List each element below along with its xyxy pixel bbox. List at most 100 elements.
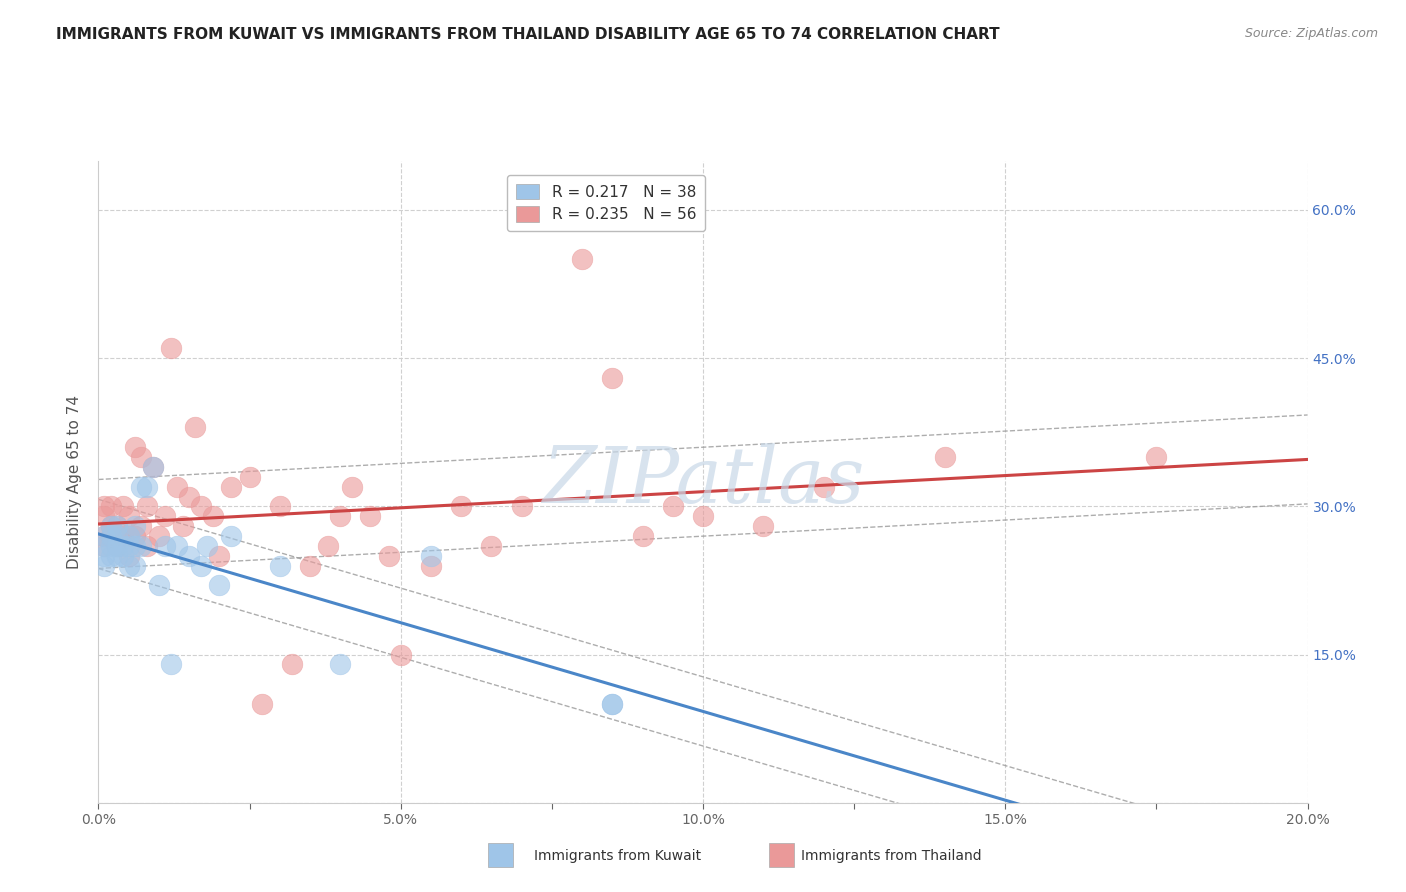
Point: [129, 450, 152, 464]
Point: [813, 480, 835, 494]
Point: [129, 519, 152, 533]
Point: [118, 558, 141, 573]
Point: [105, 539, 128, 553]
Point: [329, 657, 352, 672]
Point: [342, 480, 364, 494]
Point: [105, 519, 128, 533]
Point: [752, 519, 775, 533]
Point: [934, 450, 956, 464]
Legend: R = 0.217   N = 38, R = 0.235   N = 56: R = 0.217 N = 38, R = 0.235 N = 56: [508, 175, 706, 231]
Text: Immigrants from Kuwait: Immigrants from Kuwait: [534, 849, 702, 863]
Point: [662, 500, 685, 514]
Text: Immigrants from Thailand: Immigrants from Thailand: [801, 849, 981, 863]
FancyBboxPatch shape: [769, 843, 794, 867]
Point: [124, 558, 146, 573]
Y-axis label: Disability Age 65 to 74: Disability Age 65 to 74: [67, 394, 83, 569]
Point: [93, 539, 115, 553]
Point: [299, 558, 322, 573]
Point: [190, 558, 212, 573]
Point: [166, 539, 188, 553]
Point: [221, 529, 243, 543]
Point: [602, 371, 624, 385]
Point: [221, 480, 243, 494]
Point: [100, 500, 122, 514]
Point: [153, 509, 176, 524]
Point: [202, 509, 225, 524]
Point: [105, 529, 128, 543]
Point: [93, 509, 115, 524]
Point: [160, 341, 183, 355]
Point: [100, 529, 122, 543]
Point: [602, 697, 624, 711]
Point: [571, 252, 593, 267]
Point: [135, 480, 157, 494]
Point: [360, 509, 382, 524]
Point: [148, 529, 170, 543]
Point: [105, 549, 128, 563]
Point: [118, 549, 141, 563]
Point: [118, 539, 141, 553]
Point: [172, 519, 194, 533]
Point: [281, 657, 304, 672]
Point: [111, 549, 134, 563]
Point: [420, 549, 443, 563]
Point: [631, 529, 654, 543]
Point: [184, 420, 207, 434]
Text: ZIPatlas: ZIPatlas: [541, 443, 865, 520]
Point: [450, 500, 472, 514]
Point: [100, 549, 122, 563]
Point: [93, 539, 115, 553]
Point: [481, 539, 503, 553]
Point: [1144, 450, 1167, 464]
Point: [93, 500, 115, 514]
Point: [118, 529, 141, 543]
Point: [129, 480, 152, 494]
Point: [160, 657, 183, 672]
Point: [195, 539, 218, 553]
Point: [510, 500, 533, 514]
Point: [124, 539, 146, 553]
Point: [692, 509, 714, 524]
Point: [93, 549, 115, 563]
Text: IMMIGRANTS FROM KUWAIT VS IMMIGRANTS FROM THAILAND DISABILITY AGE 65 TO 74 CORRE: IMMIGRANTS FROM KUWAIT VS IMMIGRANTS FRO…: [56, 27, 1000, 42]
Point: [105, 519, 128, 533]
Point: [377, 549, 399, 563]
Point: [316, 539, 339, 553]
Point: [93, 558, 115, 573]
Point: [420, 558, 443, 573]
Point: [118, 529, 141, 543]
Point: [100, 519, 122, 533]
Point: [100, 519, 122, 533]
Point: [124, 519, 146, 533]
Point: [118, 509, 141, 524]
Point: [208, 578, 231, 592]
Point: [250, 697, 273, 711]
Point: [124, 440, 146, 454]
Point: [269, 500, 291, 514]
Point: [93, 529, 115, 543]
Point: [129, 539, 152, 553]
Point: [142, 459, 165, 474]
Point: [105, 539, 128, 553]
Point: [142, 459, 165, 474]
Point: [329, 509, 352, 524]
Point: [389, 648, 412, 662]
Point: [179, 549, 201, 563]
Point: [111, 500, 134, 514]
Point: [124, 529, 146, 543]
Point: [153, 539, 176, 553]
Point: [602, 697, 624, 711]
Point: [239, 469, 262, 483]
Point: [111, 539, 134, 553]
FancyBboxPatch shape: [488, 843, 513, 867]
Point: [93, 529, 115, 543]
Point: [148, 578, 170, 592]
Point: [135, 539, 157, 553]
Point: [100, 529, 122, 543]
Point: [269, 558, 291, 573]
Point: [208, 549, 231, 563]
Point: [111, 529, 134, 543]
Point: [190, 500, 212, 514]
Point: [135, 500, 157, 514]
Point: [179, 490, 201, 504]
